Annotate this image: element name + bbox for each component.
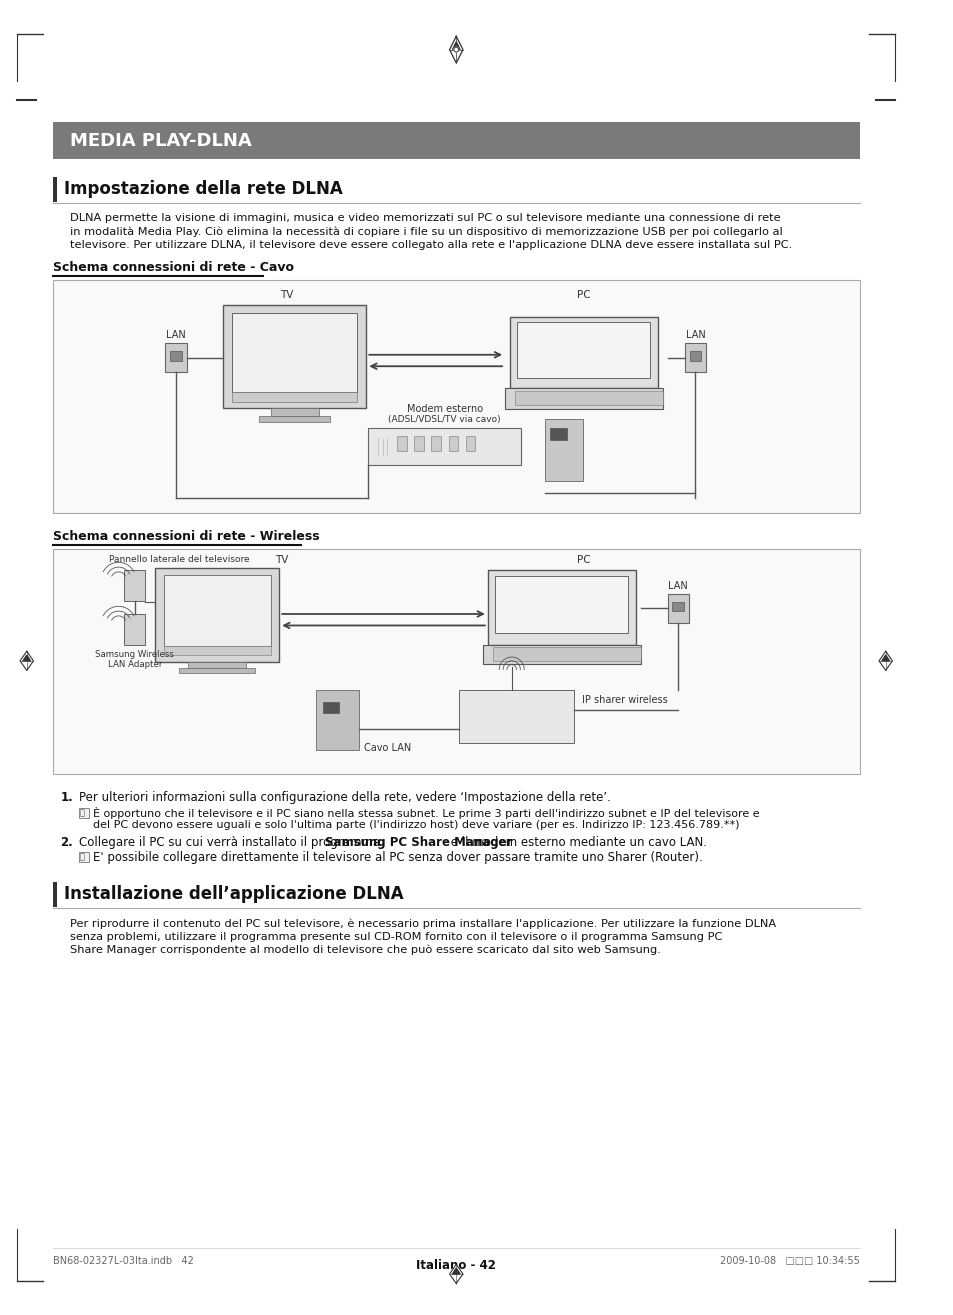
Bar [396, 437, 406, 451]
Text: Collegare il PC su cui verrà installato il programma: Collegare il PC su cui verrà installato … [79, 836, 384, 849]
Text: Ⓝ: Ⓝ [79, 809, 84, 817]
Text: E' possibile collegare direttamente il televisore al PC senza dover passare tram: E' possibile collegare direttamente il t… [92, 851, 701, 864]
Bar [233, 392, 356, 401]
Text: Per riprodurre il contenuto del PC sul televisore, è necessario prima installare: Per riprodurre il contenuto del PC sul t… [70, 918, 775, 928]
Bar [368, 429, 520, 464]
Bar [517, 322, 650, 377]
Text: senza problemi, utilizzare il programma presente sul CD-ROM fornito con il telev: senza problemi, utilizzare il programma … [70, 931, 721, 942]
Text: Share Manager corrispondente al modello di televisore che può essere scaricato d: Share Manager corrispondente al modello … [70, 945, 660, 956]
Text: del PC devono essere uguali e solo l'ultima parte (l'indirizzo host) deve variar: del PC devono essere uguali e solo l'ult… [92, 819, 739, 830]
Text: in modalità Media Play. Ciò elimina la necessità di copiare i file su un disposi: in modalità Media Play. Ciò elimina la n… [70, 226, 781, 237]
Polygon shape [449, 1265, 462, 1283]
Text: Modem esterno: Modem esterno [406, 404, 482, 413]
Polygon shape [20, 651, 33, 671]
Bar [414, 437, 423, 451]
Text: Per ulteriori informazioni sulla configurazione della rete, vedere ‘Impostazione: Per ulteriori informazioni sulla configu… [79, 790, 611, 803]
Bar [323, 702, 338, 714]
Text: DLNA permette la visione di immagini, musica e video memorizzati sul PC o sul te: DLNA permette la visione di immagini, mu… [70, 213, 780, 224]
Bar [223, 305, 366, 409]
Text: È opportuno che il televisore e il PC siano nella stessa subnet. Le prime 3 part: È opportuno che il televisore e il PC si… [92, 807, 759, 819]
Bar [79, 852, 89, 861]
Polygon shape [449, 37, 462, 63]
Bar [550, 429, 567, 441]
Bar [271, 409, 318, 416]
Bar [495, 576, 628, 633]
Bar [315, 690, 358, 750]
Polygon shape [23, 655, 30, 661]
Bar [233, 313, 356, 392]
Text: e il modem esterno mediante un cavo LAN.: e il modem esterno mediante un cavo LAN. [446, 836, 706, 849]
Bar [52, 122, 859, 159]
Bar [514, 391, 662, 405]
Bar [431, 437, 440, 451]
Text: (ADSL/VDSL/TV via cavo): (ADSL/VDSL/TV via cavo) [388, 416, 500, 423]
Text: Impostazione della rete DLNA: Impostazione della rete DLNA [64, 180, 342, 197]
Text: Samsung PC Share Manager: Samsung PC Share Manager [325, 836, 512, 849]
Polygon shape [881, 655, 888, 661]
Text: Cavo LAN: Cavo LAN [363, 743, 411, 753]
Bar [509, 317, 658, 388]
Text: PC: PC [576, 289, 590, 300]
Text: Schema connessioni di rete - Wireless: Schema connessioni di rete - Wireless [52, 530, 319, 543]
Polygon shape [452, 42, 459, 50]
Text: LAN: LAN [685, 330, 704, 339]
Bar [458, 690, 574, 743]
Bar [52, 548, 859, 773]
Text: 2009-10-08   □□□ 10:34:55: 2009-10-08 □□□ 10:34:55 [720, 1256, 859, 1266]
Bar [154, 568, 279, 661]
Text: Samsung Wireless: Samsung Wireless [95, 651, 174, 659]
Text: LAN: LAN [166, 330, 186, 339]
Bar [504, 388, 662, 409]
Text: LAN: LAN [668, 581, 687, 592]
Bar [689, 351, 700, 360]
Bar [163, 575, 271, 646]
Bar [448, 437, 457, 451]
Bar [487, 569, 636, 644]
Bar [684, 343, 705, 372]
Text: Ⓝ: Ⓝ [79, 852, 84, 861]
Text: Schema connessioni di rete - Cavo: Schema connessioni di rete - Cavo [52, 262, 294, 274]
Polygon shape [452, 1268, 459, 1274]
Text: televisore. Per utilizzare DLNA, il televisore deve essere collegato alla rete e: televisore. Per utilizzare DLNA, il tele… [70, 239, 791, 250]
Bar [124, 614, 145, 644]
Bar [165, 343, 187, 372]
Bar [482, 644, 640, 664]
Circle shape [454, 47, 458, 53]
Text: LAN Adapter: LAN Adapter [108, 660, 162, 669]
Polygon shape [878, 651, 891, 671]
Bar [124, 569, 145, 601]
Text: Pannello laterale del televisore: Pannello laterale del televisore [109, 555, 249, 564]
Bar [259, 416, 330, 422]
Bar [163, 646, 271, 655]
Bar [79, 809, 89, 818]
Bar [178, 668, 255, 673]
Bar [52, 280, 859, 513]
Text: MEDIA PLAY-DLNA: MEDIA PLAY-DLNA [70, 133, 252, 150]
Bar [544, 419, 583, 481]
Text: IP sharer wireless: IP sharer wireless [581, 696, 666, 705]
Bar [465, 437, 475, 451]
Text: TV: TV [280, 289, 294, 300]
Bar [672, 601, 683, 611]
Bar [189, 661, 246, 668]
Text: 2.: 2. [60, 836, 73, 849]
Text: PC: PC [576, 555, 590, 564]
Bar [667, 594, 688, 622]
Text: Installazione dell’applicazione DLNA: Installazione dell’applicazione DLNA [64, 885, 403, 902]
Text: BN68-02327L-03Ita.indb   42: BN68-02327L-03Ita.indb 42 [52, 1256, 193, 1266]
Text: Italiano - 42: Italiano - 42 [416, 1258, 496, 1272]
Text: 1.: 1. [60, 790, 73, 803]
Bar [52, 882, 57, 906]
Bar [492, 647, 640, 661]
Bar [170, 351, 181, 360]
Bar [52, 176, 57, 201]
Text: TV: TV [275, 555, 289, 564]
